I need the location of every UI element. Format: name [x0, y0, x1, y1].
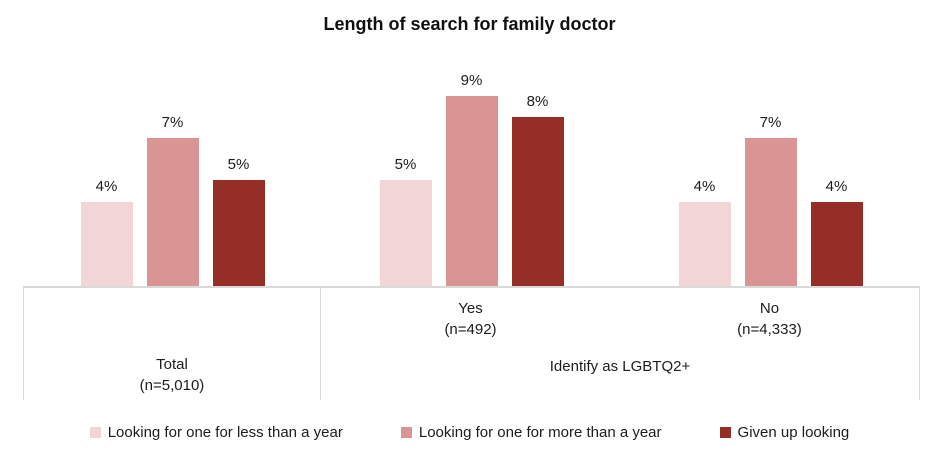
bar: 9%: [445, 72, 498, 286]
bar-value-label: 7%: [759, 114, 782, 131]
bar-group: 4% 7% 4%: [621, 58, 920, 286]
axis-label-no-line1: No: [759, 300, 780, 317]
bar-group: 4% 7% 5%: [23, 58, 322, 286]
bar: 7%: [146, 114, 199, 286]
bar-rect: [80, 202, 133, 286]
bar-rect: [810, 202, 863, 286]
axis-box-total: Total (n=5,010): [23, 286, 320, 400]
bar-group: 5% 9% 8%: [322, 58, 621, 286]
axis-box-lgbtq2: Yes (n=492) No (n=4,333) Identify as LGB…: [320, 286, 920, 400]
bar: 7%: [744, 114, 797, 286]
axis-label-total-line1: Total: [156, 356, 188, 373]
bar: 8%: [511, 93, 564, 286]
bar: 5%: [379, 156, 432, 286]
bar-value-label: 4%: [95, 178, 118, 195]
bar-rect: [511, 117, 564, 286]
bar: 4%: [810, 178, 863, 286]
bar-rect: [445, 96, 498, 286]
bar-rect: [146, 138, 199, 286]
bar-rect: [744, 138, 797, 286]
bar-rect: [379, 180, 432, 286]
legend-label: Given up looking: [737, 424, 850, 441]
legend-item: Looking for one for less than a year: [89, 424, 343, 441]
plot-area: 4% 7% 5% 5% 9% 8% 4% 7% 4%: [23, 58, 920, 286]
bar-rect: [678, 202, 731, 286]
axis-parent-label: Identify as LGBTQ2+: [549, 358, 691, 375]
bar-value-label: 5%: [394, 156, 417, 173]
axis-label-yes-line2: (n=492): [444, 321, 497, 338]
legend-item: Looking for one for more than a year: [400, 424, 662, 441]
bar-rect: [212, 180, 265, 286]
bar-value-label: 5%: [227, 156, 250, 173]
axis-label-no-line2: (n=4,333): [737, 321, 802, 338]
bar-value-label: 4%: [693, 178, 716, 195]
bar-value-label: 7%: [161, 114, 184, 131]
axis-label-yes: Yes (n=492): [321, 298, 620, 346]
axis-label-yes-line1: Yes: [458, 300, 483, 317]
chart-title: Length of search for family doctor: [323, 14, 616, 34]
legend-item: Given up looking: [719, 424, 850, 441]
legend-swatch-icon: [719, 427, 731, 438]
legend-label: Looking for one for more than a year: [418, 424, 662, 441]
axis-sublabels-row: Yes (n=492) No (n=4,333): [321, 288, 919, 346]
bar: 5%: [212, 156, 265, 286]
axis-label-no: No (n=4,333): [620, 298, 919, 346]
category-axis: Total (n=5,010) Yes (n=492) No (n=4,333)…: [23, 286, 920, 400]
legend-swatch-icon: [89, 427, 101, 438]
legend-label: Looking for one for less than a year: [107, 424, 343, 441]
bar: 4%: [678, 178, 731, 286]
axis-label-total-line2: (n=5,010): [139, 377, 205, 394]
legend: Looking for one for less than a year Loo…: [0, 424, 939, 441]
bar-value-label: 4%: [825, 178, 848, 195]
legend-swatch-icon: [400, 427, 412, 438]
bar-value-label: 9%: [460, 72, 483, 89]
bar-value-label: 8%: [526, 93, 549, 110]
bar: 4%: [80, 178, 133, 286]
